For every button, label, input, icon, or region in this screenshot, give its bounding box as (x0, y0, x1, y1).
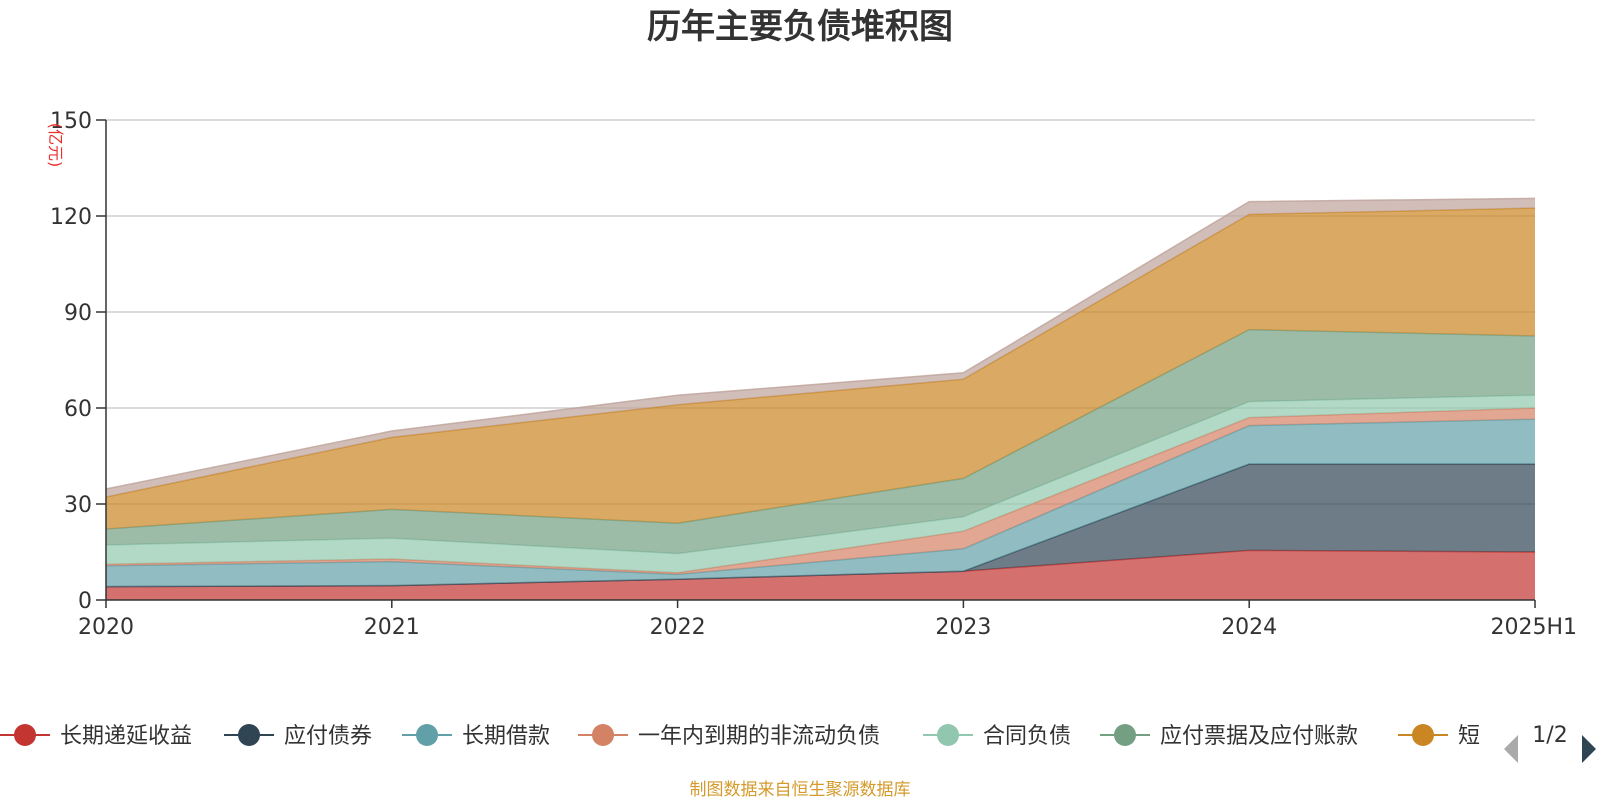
legend-label: 合同负债 (983, 724, 1071, 749)
x-tick-label: 2025H1 (1490, 615, 1577, 640)
y-tick-label: 0 (78, 589, 92, 614)
y-tick-label: 90 (64, 301, 92, 326)
legend-label: 长期借款 (462, 724, 550, 749)
legend-marker-icon (937, 724, 959, 746)
legend-prev-icon[interactable] (1504, 735, 1518, 763)
data-source-note: 制图数据来自恒生聚源数据库 (690, 780, 911, 800)
area-series-5 (106, 329, 1535, 554)
x-tick-label: 2021 (364, 615, 420, 640)
legend-label: 应付债券 (284, 724, 372, 749)
area-series-4 (106, 395, 1535, 573)
legend-marker-icon (14, 724, 36, 746)
legend-item[interactable]: 短 (1398, 724, 1480, 749)
y-tick-label: 30 (64, 493, 92, 518)
area-series-3 (106, 408, 1535, 575)
plot-area: 0 30 60 90 120 150 2020 2021 2022 2023 2024 2025H1 (50, 109, 1577, 640)
legend-next-icon[interactable] (1582, 735, 1596, 763)
series-line-7 (105, 197, 1536, 490)
legend-label: 一年内到期的非流动负债 (638, 724, 880, 749)
legend-pager: 1/2 (1504, 723, 1596, 763)
y-tick-label: 60 (64, 397, 92, 422)
area-series-2 (106, 419, 1535, 587)
legend-item[interactable]: 长期借款 (402, 724, 550, 749)
legend-marker-icon (416, 724, 438, 746)
legend-page-indicator: 1/2 (1532, 723, 1567, 748)
legend-label: 长期递延收益 (60, 724, 192, 749)
legend-marker-icon (1412, 724, 1434, 746)
legend-item[interactable]: 应付票据及应付账款 (1100, 724, 1358, 749)
chart-title: 历年主要负债堆积图 (647, 7, 953, 47)
legend-marker-icon (592, 724, 614, 746)
x-tick-label: 2022 (650, 615, 706, 640)
area-series-6 (106, 208, 1535, 529)
axes: 0 30 60 90 120 150 2020 2021 2022 2023 2024 2025H1 (50, 109, 1577, 640)
x-tick-label: 2020 (78, 615, 134, 640)
legend: 长期递延收益 应付债券 长期借款 一年内到期的非流动负债 合同负债 应付票据及应付账款 短 (0, 724, 1480, 749)
legend-item[interactable]: 长期递延收益 (0, 724, 192, 749)
x-tick-label: 2024 (1221, 615, 1277, 640)
legend-marker-icon (238, 724, 260, 746)
legend-item[interactable]: 合同负债 (923, 724, 1071, 749)
legend-label: 短 (1458, 724, 1480, 749)
legend-item[interactable]: 一年内到期的非流动负债 (578, 724, 880, 749)
area-series (105, 197, 1536, 600)
x-tick-label: 2023 (935, 615, 991, 640)
legend-marker-icon (1114, 724, 1136, 746)
legend-label: 应付票据及应付账款 (1160, 724, 1358, 749)
y-tick-label: 150 (50, 109, 92, 134)
y-axis-unit: (亿元) (46, 123, 65, 168)
y-tick-label: 120 (50, 205, 92, 230)
legend-item[interactable]: 应付债券 (224, 724, 372, 749)
area-series-1 (106, 464, 1535, 587)
